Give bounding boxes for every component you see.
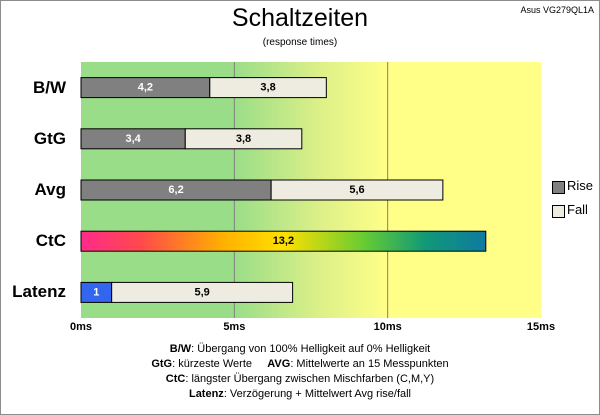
bar-label-rise-0: 4,2: [138, 82, 153, 94]
x-tick-label-1: 5ms: [223, 321, 246, 333]
note-key: GtG: [151, 358, 173, 370]
category-label-2: Avg: [34, 180, 67, 199]
note-gtg-avg: GtG: kürzeste Werte AVG: Mittelwerte an …: [0, 357, 600, 371]
bar-fall-2: [270, 179, 444, 201]
category-label-3: CtC: [35, 231, 66, 251]
note-key: AVG: [267, 358, 291, 370]
monitor-model-label: Asus VG279QL1A: [520, 5, 594, 15]
category-label-1: GtG: [33, 128, 66, 148]
note-latenz: Latenz: Verzögerung + Mittelwert Avg ris…: [0, 387, 600, 401]
bar-label-fall-2: 5,6: [349, 184, 364, 196]
category-label-4: Latenz: [12, 282, 66, 302]
bar-latenz-avg: [111, 281, 294, 303]
bar-label-latenz-delay: 1: [93, 286, 99, 298]
note-key: Latenz: [188, 388, 224, 400]
note-text: : kürzeste Werte: [172, 358, 252, 370]
note-key: CtC: [165, 373, 186, 385]
bar-label-rise-1: 3,4: [125, 133, 141, 145]
x-tick-label-3: 15ms: [526, 321, 556, 333]
bars-group: 4,2 3,8 3,4 3,8 6,2 5,6 13,2 1 5,9: [80, 77, 487, 303]
x-tick-label-0: 0ms: [69, 321, 93, 333]
note-key: B/W: [169, 343, 192, 355]
legend-label-rise: Rise: [567, 178, 594, 193]
note-bw: B/W: Übergang von 100% Helligkeit auf 0%…: [0, 342, 600, 356]
legend-swatch-rise: [552, 181, 565, 194]
note-text: : Verzögerung + Mittelwert Avg rise/fall: [223, 388, 412, 400]
category-label-0: B/W: [32, 77, 66, 97]
note-ctc: CtC: längster Übergang zwischen Mischfar…: [0, 372, 600, 386]
bar-label-ctc: 13,2: [273, 235, 294, 247]
bar-label-fall-0: 3,8: [260, 82, 275, 94]
legend-label-fall: Fall: [567, 202, 588, 217]
bar-fall-1: [184, 128, 303, 150]
bar-label-fall-1: 3,8: [236, 133, 251, 145]
chart-title: Schaltzeiten: [231, 4, 369, 32]
legend-swatch-fall: [552, 205, 565, 218]
x-tick-label-2: 10ms: [373, 321, 402, 333]
bar-label-latenz-avg: 5,9: [194, 286, 209, 298]
note-text: : Übergang von 100% Helligkeit auf 0% He…: [191, 343, 431, 355]
note-text: : Mittelwerte an 15 Messpunkten: [290, 358, 449, 370]
bar-fall-0: [209, 77, 327, 99]
note-text: : längster Übergang zwischen Mischfarben…: [185, 373, 435, 385]
bar-ctc: [80, 230, 487, 252]
bar-label-rise-2: 6,2: [168, 184, 183, 196]
chart-subtitle: (response times): [262, 37, 338, 48]
